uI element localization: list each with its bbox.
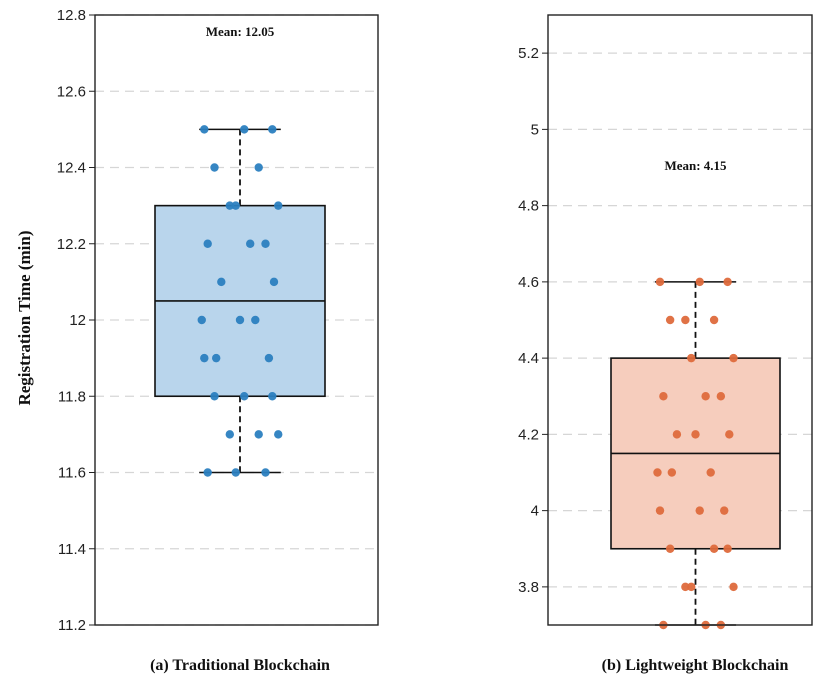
data-point	[691, 430, 700, 439]
panel-caption: (b) Lightweight Blockchain	[602, 657, 789, 674]
data-point	[274, 430, 283, 439]
y-tick-label: 4	[531, 503, 539, 520]
data-point	[268, 125, 277, 134]
plot-frame	[547, 14, 813, 626]
y-tick-label: 11.6	[58, 465, 86, 482]
mean-annotation: Mean: 12.05	[206, 24, 275, 39]
y-tick-label: 12.4	[57, 160, 86, 177]
y-tick-label: 3.8	[518, 579, 539, 596]
data-point	[203, 239, 212, 248]
data-point	[653, 468, 662, 477]
data-point	[210, 163, 219, 172]
plot-frame	[94, 14, 379, 626]
data-point	[716, 392, 726, 401]
panel-caption: (a) Traditional Blockchain	[150, 657, 330, 674]
data-point	[695, 277, 704, 287]
y-tick-label: 4.8	[518, 198, 539, 215]
data-point	[268, 392, 277, 401]
data-point	[197, 315, 206, 325]
data-point	[217, 277, 226, 287]
data-point	[701, 392, 710, 401]
y-tick-label: 12	[69, 312, 86, 329]
y-tick-label: 4.2	[518, 426, 539, 443]
data-point	[695, 506, 704, 515]
y-tick-label: 5	[531, 121, 539, 138]
y-tick-label: 5.2	[518, 45, 539, 62]
data-point	[659, 392, 668, 401]
data-point	[709, 544, 719, 553]
data-point	[225, 430, 234, 439]
data-point	[665, 315, 675, 325]
y-tick-label: 12.2	[57, 236, 86, 253]
data-point	[269, 277, 279, 287]
data-point	[655, 277, 665, 287]
y-tick-label: 11.2	[58, 617, 86, 634]
data-point	[681, 315, 690, 325]
data-point	[200, 353, 209, 363]
data-point	[231, 201, 240, 210]
data-point	[706, 468, 715, 477]
data-point	[246, 239, 255, 248]
y-tick-label: 11.4	[58, 541, 86, 558]
data-point	[709, 315, 719, 325]
data-point	[235, 315, 245, 325]
data-point	[725, 430, 734, 439]
y-tick-label: 12.6	[57, 83, 86, 100]
data-point	[672, 430, 682, 439]
y-tick-label: 11.8	[58, 388, 86, 405]
data-point	[231, 468, 240, 477]
data-point	[723, 277, 732, 287]
data-point	[251, 315, 260, 325]
data-point	[200, 125, 209, 134]
data-point	[687, 353, 696, 363]
data-point	[254, 163, 263, 172]
data-point	[240, 125, 249, 134]
data-point	[681, 582, 690, 592]
data-point	[203, 468, 212, 477]
data-point	[687, 582, 696, 592]
y-axis-title: Registration Time (min)	[15, 230, 34, 405]
y-tick-label: 4.6	[518, 274, 539, 291]
data-point	[264, 353, 274, 363]
data-point	[274, 201, 283, 210]
mean-annotation: Mean: 4.15	[664, 158, 727, 173]
y-tick-label: 4.4	[518, 350, 539, 367]
panel-traditional-blockchain: 11.2 11.4 11.6 11.8 12 12.2 12.4 12.6 12.8 Mean: …	[57, 7, 379, 674]
data-point	[212, 353, 221, 363]
data-point	[720, 506, 729, 515]
data-point	[729, 353, 738, 363]
data-point	[667, 468, 677, 477]
data-point	[254, 430, 263, 439]
data-point	[240, 392, 249, 401]
data-point	[261, 239, 270, 248]
data-point	[210, 392, 219, 401]
panel-lightweight-blockchain: 3.8 4 4.2 4.4 4.6 4.8 5 5.2 Mean: 4.15 (b) Lightw…	[518, 14, 813, 674]
data-point	[665, 544, 675, 553]
data-point	[729, 582, 738, 592]
data-point	[723, 544, 732, 553]
data-point	[225, 201, 234, 210]
data-point	[655, 506, 665, 515]
data-point	[261, 468, 270, 477]
y-tick-label: 12.8	[57, 7, 86, 24]
